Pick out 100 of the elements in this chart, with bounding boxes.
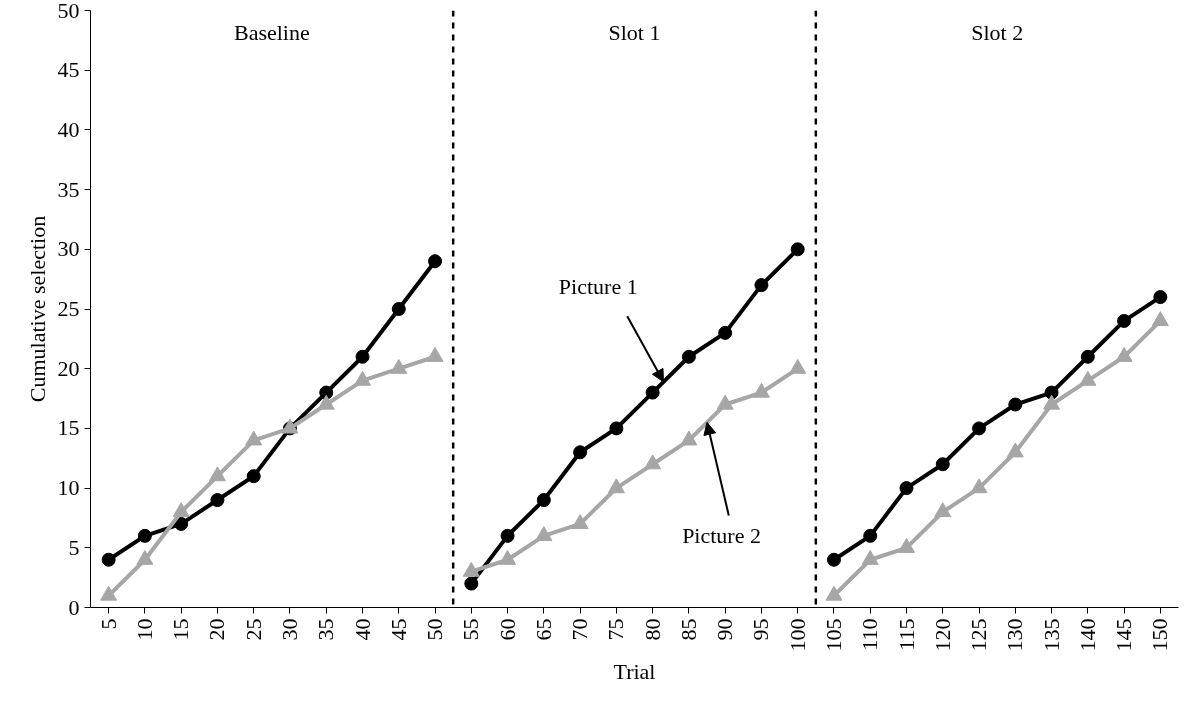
y-tick-label: 0 xyxy=(68,594,80,620)
y-axis-title: Cumulative selection xyxy=(24,215,50,403)
x-tick-label: 65 xyxy=(530,618,556,641)
point xyxy=(1153,290,1168,305)
point xyxy=(861,550,879,565)
point xyxy=(898,538,915,553)
x-tick-label: 130 xyxy=(1002,618,1028,652)
point xyxy=(428,254,443,269)
x-tick-label: 50 xyxy=(422,618,448,641)
point xyxy=(680,430,698,446)
point xyxy=(571,514,589,530)
x-tick-label: 120 xyxy=(929,618,955,652)
y-tick-label: 30 xyxy=(57,236,80,262)
point xyxy=(972,421,987,436)
x-tick-label: 70 xyxy=(567,618,593,641)
point xyxy=(1079,370,1097,386)
x-tick-label: 110 xyxy=(857,618,883,651)
annotation: Picture 2 xyxy=(682,523,761,549)
y-tick-label: 20 xyxy=(57,355,80,381)
point xyxy=(174,516,189,531)
annotation: Picture 1 xyxy=(558,273,638,299)
point xyxy=(462,561,480,577)
point xyxy=(752,382,770,398)
x-tick-label: 75 xyxy=(603,618,629,641)
x-tick-label: 60 xyxy=(494,618,520,641)
point xyxy=(718,325,733,340)
x-tick-label: 115 xyxy=(893,618,919,651)
point xyxy=(246,469,261,484)
point xyxy=(790,242,805,257)
x-tick-label: 85 xyxy=(675,618,701,641)
point xyxy=(1008,397,1023,412)
x-tick-label: 40 xyxy=(349,618,375,641)
x-tick-label: 55 xyxy=(458,618,484,641)
x-tick-label: 95 xyxy=(748,618,774,641)
x-tick-label: 15 xyxy=(168,618,194,641)
x-tick-label: 80 xyxy=(639,618,665,641)
y-tick-label: 45 xyxy=(57,57,80,83)
annotation: Slot 2 xyxy=(971,20,1024,45)
point xyxy=(934,502,952,518)
point xyxy=(390,358,408,374)
point xyxy=(210,493,225,508)
x-tick-label: 45 xyxy=(385,618,411,641)
point xyxy=(644,454,662,470)
point xyxy=(789,358,807,374)
y-tick-label: 5 xyxy=(68,534,80,560)
point xyxy=(355,349,370,364)
point xyxy=(464,576,479,591)
x-tick-label: 20 xyxy=(204,618,230,641)
x-tick-label: 100 xyxy=(784,618,810,652)
x-tick-label: 10 xyxy=(131,618,157,641)
point xyxy=(391,302,406,316)
point xyxy=(499,550,517,565)
x-axis-title: Trial xyxy=(613,659,656,685)
x-tick-label: 25 xyxy=(240,618,266,641)
point xyxy=(172,502,190,518)
x-tick-label: 125 xyxy=(966,618,992,652)
point xyxy=(500,528,515,543)
point xyxy=(245,430,263,446)
annotation: Baseline xyxy=(233,20,310,45)
point xyxy=(426,347,444,362)
point xyxy=(826,552,841,567)
point xyxy=(317,394,335,410)
point xyxy=(1080,349,1095,364)
y-tick-label: 10 xyxy=(57,475,80,501)
x-tick-label: 150 xyxy=(1147,618,1173,652)
annotation: Slot 1 xyxy=(608,20,661,45)
point xyxy=(536,493,551,508)
point xyxy=(1043,394,1061,410)
point xyxy=(681,349,696,364)
point xyxy=(825,585,843,601)
point xyxy=(1044,385,1059,400)
point xyxy=(573,445,588,460)
point xyxy=(1117,313,1132,328)
point xyxy=(754,278,769,293)
y-tick-label: 35 xyxy=(57,176,80,202)
point xyxy=(609,421,624,436)
point xyxy=(1006,442,1024,458)
point xyxy=(970,478,988,494)
point xyxy=(354,370,371,386)
x-tick-label: 135 xyxy=(1038,618,1064,652)
point xyxy=(863,528,878,543)
x-tick-label: 145 xyxy=(1111,618,1137,652)
point xyxy=(208,466,226,482)
point xyxy=(899,481,914,496)
point xyxy=(607,478,625,494)
point xyxy=(935,457,950,472)
x-tick-label: 30 xyxy=(276,618,302,641)
x-tick-label: 140 xyxy=(1074,618,1100,652)
point xyxy=(100,585,118,601)
y-tick-label: 40 xyxy=(57,116,80,142)
point xyxy=(1115,347,1133,362)
point xyxy=(136,550,154,565)
x-tick-label: 5 xyxy=(95,618,121,630)
x-tick-label: 105 xyxy=(820,618,846,652)
point xyxy=(645,385,660,400)
x-tick-label: 90 xyxy=(712,618,738,641)
point xyxy=(101,552,116,567)
point xyxy=(1151,311,1169,327)
point xyxy=(137,528,152,543)
y-tick-label: 50 xyxy=(57,0,80,23)
